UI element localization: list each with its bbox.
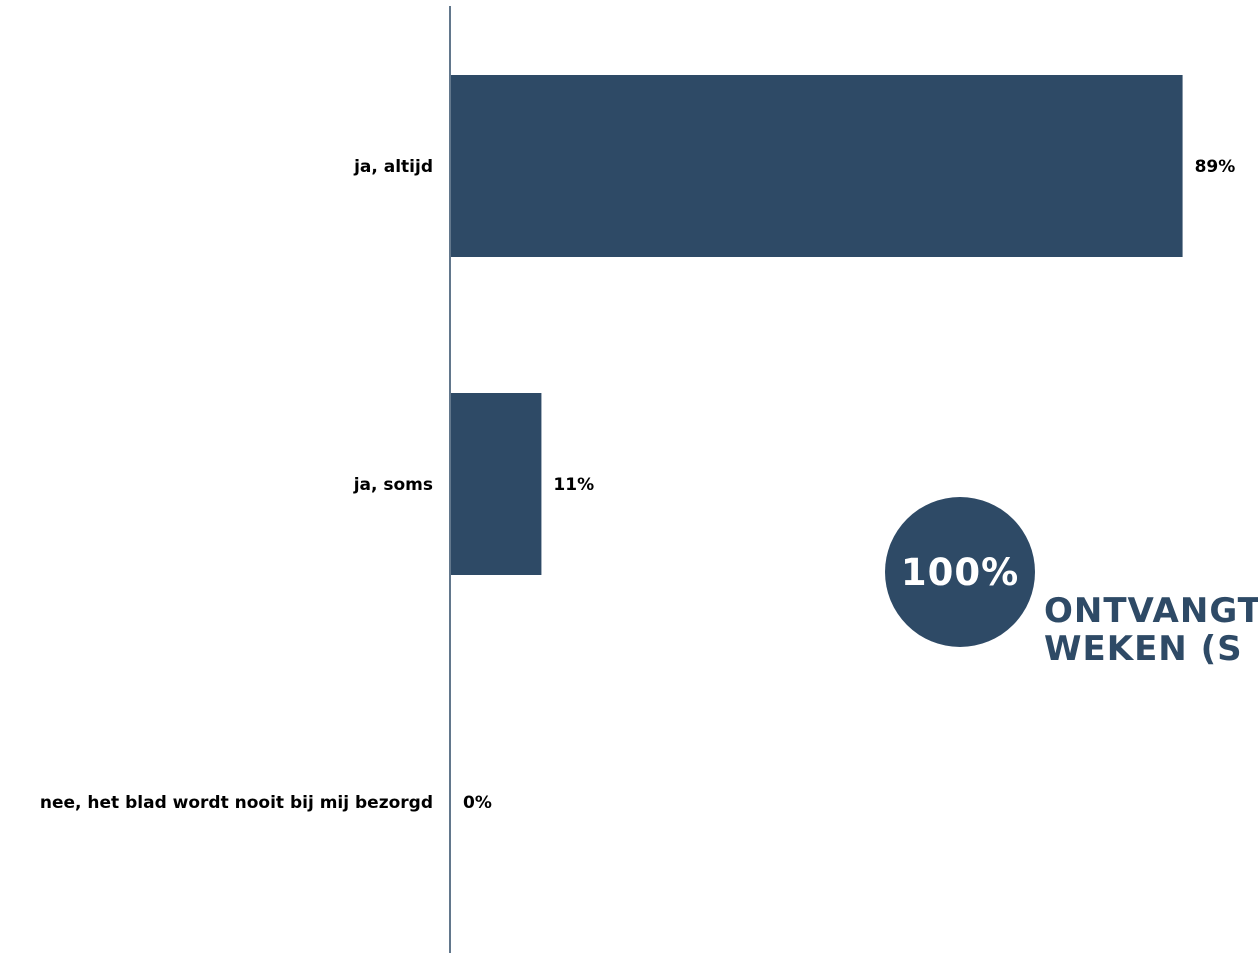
bar (451, 75, 1183, 257)
callout-line-1: ONTVANGT (1044, 592, 1258, 631)
bar-value-label: 11% (553, 475, 594, 495)
category-label: nee, het blad wordt nooit bij mij bezorg… (40, 793, 433, 813)
bar (451, 393, 542, 575)
bar-value-label: 0% (463, 793, 492, 813)
callout-line-2: WEKEN (S (1044, 629, 1243, 668)
callout-text: ONTVANGT WEKEN (S (1044, 592, 1258, 668)
total-badge-value: 100% (900, 550, 1020, 594)
category-label: ja, soms (353, 475, 433, 495)
total-badge: 100% (885, 497, 1035, 647)
bar-value-label: 89% (1195, 157, 1236, 177)
category-label: ja, altijd (353, 157, 433, 177)
